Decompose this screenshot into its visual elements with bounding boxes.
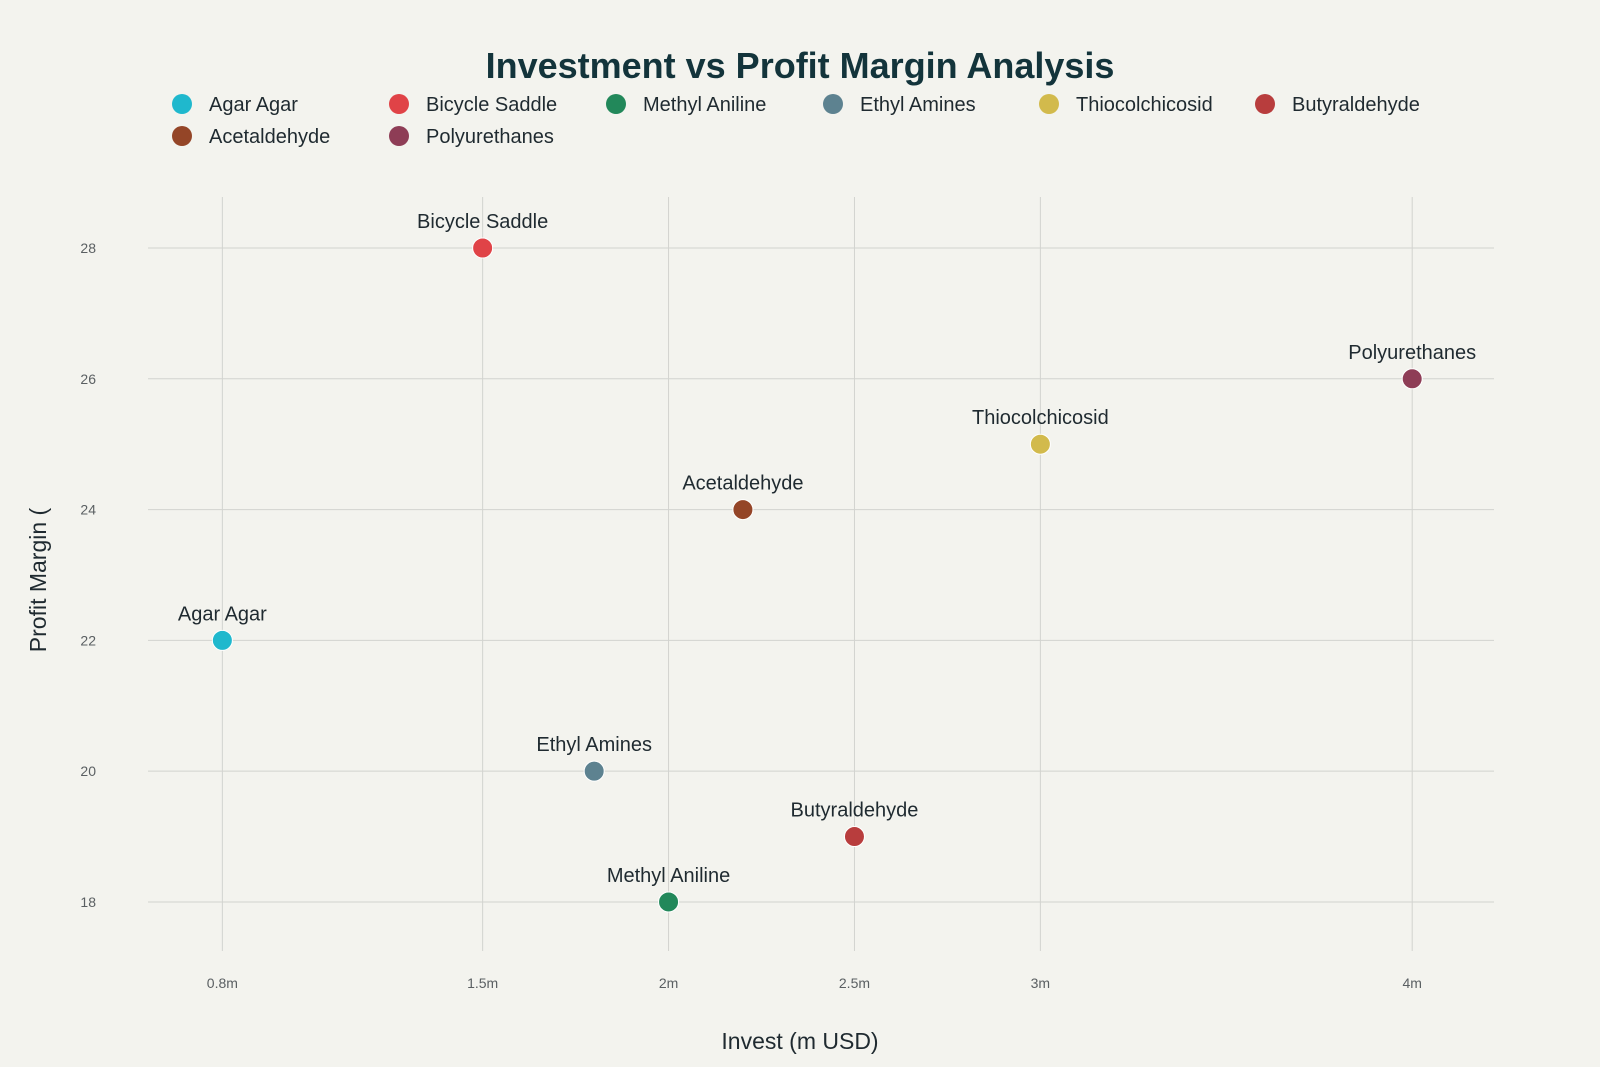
x-tick-label: 0.8m (207, 975, 238, 991)
x-tick-label: 2.5m (839, 975, 870, 991)
legend-entry: Methyl Aniline (643, 94, 766, 116)
data-point-label: Thiocolchicosid (972, 407, 1109, 429)
x-axis-title: Invest (m USD) (721, 1028, 878, 1054)
y-tick-label: 20 (80, 763, 96, 779)
data-point-label: Acetaldehyde (682, 473, 803, 495)
chart-title: Investment vs Profit Margin Analysis (486, 45, 1115, 86)
data-point-label: Polyurethanes (1348, 342, 1476, 364)
legend-marker (1039, 94, 1059, 114)
legend-marker (172, 126, 192, 146)
legend-entry: Acetaldehyde (209, 126, 330, 148)
y-gridlines (148, 247, 1494, 903)
data-point (583, 760, 605, 782)
legend-marker (823, 94, 843, 114)
legend-marker (389, 94, 409, 114)
data-point-label: Butyraldehyde (791, 800, 919, 822)
legend-entry: Bicycle Saddle (426, 94, 557, 116)
x-tick-label: 2m (659, 975, 678, 991)
y-axis-ticks: 18 20 22 24 26 28 (80, 240, 96, 910)
data-point-label: Bicycle Saddle (417, 211, 548, 233)
y-axis-title: Profit Margin ( (25, 507, 51, 652)
y-tick-label: 26 (80, 371, 96, 387)
legend-entry: Thiocolchicosid (1076, 94, 1213, 116)
data-point-label: Ethyl Amines (536, 734, 652, 756)
data-point (843, 826, 865, 848)
legend-entry: Polyurethanes (426, 126, 554, 148)
legend: Agar Agar Bicycle Saddle Methyl Aniline Eth… (172, 94, 1420, 148)
legend-entry: Ethyl Amines (860, 94, 976, 116)
legend-entry: Agar Agar (209, 94, 298, 116)
data-point (732, 499, 754, 521)
x-tick-label: 3m (1031, 975, 1050, 991)
data-point-label: Methyl Aniline (607, 865, 730, 887)
data-points: Agar Agar Bicycle Saddle Methyl Aniline Eth… (178, 211, 1476, 913)
x-tick-label: 4m (1402, 975, 1421, 991)
data-point (1401, 368, 1423, 390)
data-point (1029, 433, 1051, 455)
legend-marker (606, 94, 626, 114)
data-point (472, 237, 494, 259)
x-tick-label: 1.5m (467, 975, 498, 991)
y-tick-label: 28 (80, 240, 96, 256)
data-point (211, 629, 233, 651)
y-tick-label: 22 (80, 632, 96, 648)
data-point-label: Agar Agar (178, 603, 267, 625)
legend-marker (172, 94, 192, 114)
y-tick-label: 24 (80, 502, 96, 518)
legend-marker (1255, 94, 1275, 114)
y-tick-label: 18 (80, 894, 96, 910)
x-axis-ticks: 0.8m 1.5m 2m 2.5m 3m 4m (207, 975, 1422, 991)
legend-entry: Butyraldehyde (1292, 94, 1420, 116)
data-point (658, 891, 680, 913)
x-gridlines (221, 197, 1413, 951)
legend-marker (389, 126, 409, 146)
